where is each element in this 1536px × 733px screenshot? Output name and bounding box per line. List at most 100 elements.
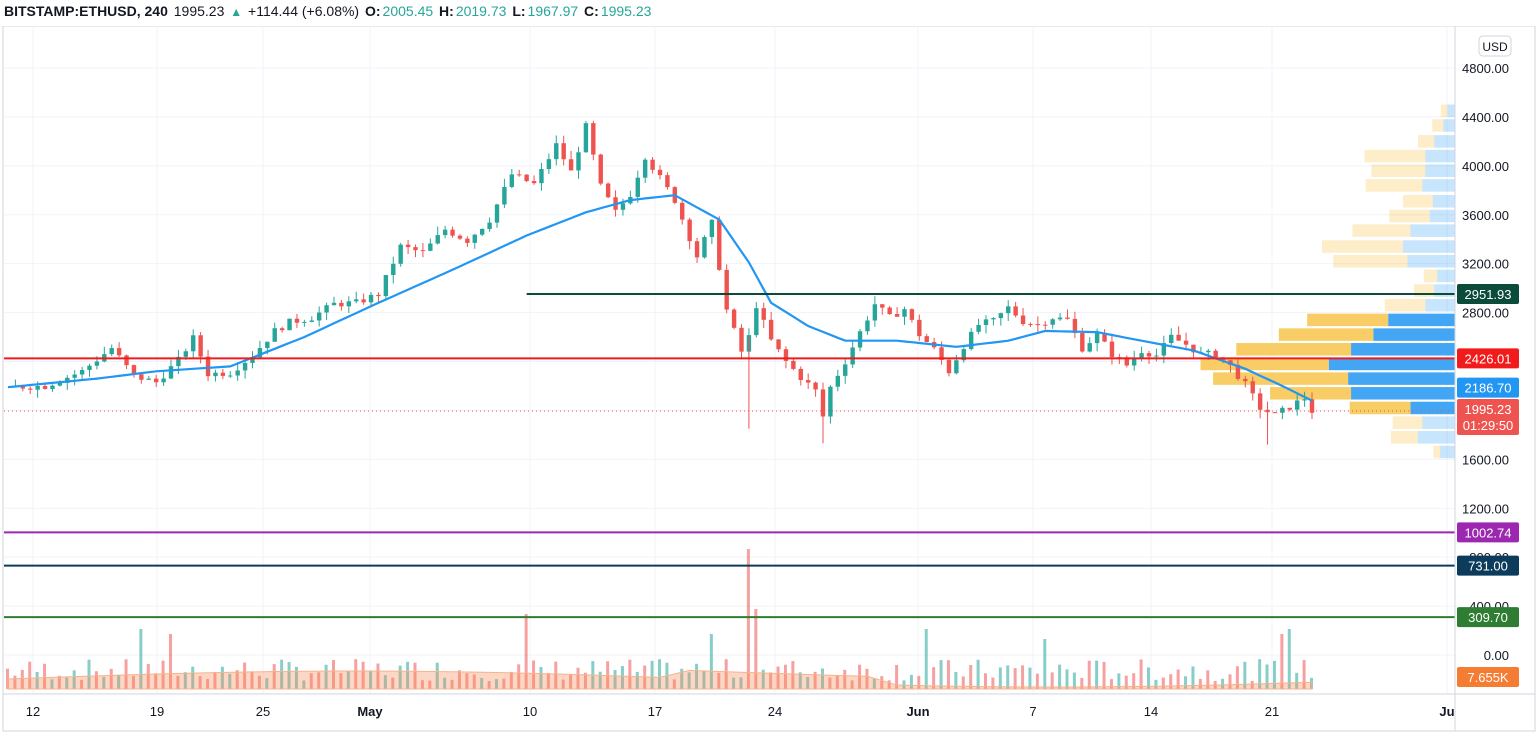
volume-bar [443, 677, 447, 689]
volume-bar [1295, 672, 1299, 689]
volume-bar [746, 549, 750, 689]
candle-body [1139, 353, 1144, 359]
candle-body [1057, 317, 1063, 320]
candle-body [998, 313, 1004, 319]
volume-bar [50, 679, 54, 689]
volume-bar [206, 679, 210, 689]
candle-body [531, 181, 537, 184]
volume-bar [635, 671, 639, 689]
candle-body [1287, 407, 1292, 410]
volume-bar [287, 662, 291, 689]
volume-bar [628, 659, 632, 689]
candle-body [339, 302, 344, 307]
volume-bar [109, 668, 113, 689]
volume-bar [509, 671, 513, 689]
profile-bar-down [1351, 343, 1455, 356]
volume-bar [1302, 660, 1306, 689]
candle-body [650, 159, 655, 170]
candle-body [435, 235, 440, 244]
volume-bar [843, 669, 847, 689]
volume-bar [272, 664, 276, 689]
volume-bars [6, 549, 1313, 690]
candle-body [376, 294, 381, 297]
time-axis[interactable]: 12 19 25 May 10 17 24 Jun 7 14 21 Ju [3, 693, 1535, 719]
price-tag [1457, 377, 1519, 398]
candle-body [835, 375, 841, 387]
volume-bar [1080, 677, 1084, 689]
candle-body [428, 243, 433, 251]
volume-bar [1206, 670, 1210, 689]
candle-body [1131, 358, 1137, 366]
volume-bar [354, 659, 358, 689]
volume-bar [406, 661, 410, 689]
candle-body [1102, 332, 1107, 342]
candle-body [517, 174, 522, 176]
volume-bar [28, 661, 32, 689]
candles [13, 120, 1315, 445]
volume-bar [317, 672, 321, 689]
candle-body [939, 347, 944, 360]
volume-bar [754, 609, 758, 689]
volume-bar [798, 672, 802, 689]
volume-bar [1184, 676, 1188, 689]
volume-bar [1013, 668, 1017, 689]
candle-body [205, 356, 211, 377]
price-tag [1457, 399, 1519, 435]
volume-bar [998, 667, 1002, 689]
candle-body [1250, 381, 1255, 394]
volume-bar [880, 676, 884, 689]
volume-bar [1095, 660, 1099, 689]
profile-bar-up [1365, 179, 1423, 192]
volume-bar [169, 634, 172, 689]
y-tick-label: 3200.00 [1462, 257, 1509, 272]
grid-lines [4, 26, 1455, 694]
volume-bar [391, 677, 395, 689]
candle-body [1080, 333, 1085, 352]
volume-bar [472, 674, 476, 689]
candle-body [131, 365, 137, 375]
candle-body [494, 204, 500, 223]
volume-bar [1161, 677, 1165, 689]
candle-body [561, 143, 566, 160]
volume-bar [695, 663, 699, 689]
volume-bar [20, 669, 24, 689]
volume-bar [139, 629, 143, 689]
candle-body [413, 247, 418, 251]
volume-bar [495, 679, 498, 689]
volume-bar [1191, 666, 1195, 689]
volume-bar [57, 675, 61, 689]
volume-bar [228, 673, 232, 689]
volume-bar [1132, 673, 1136, 689]
candle-body [1161, 343, 1167, 356]
volume-bar [1280, 634, 1284, 689]
volume-bar [1265, 664, 1269, 689]
profile-bar-down [1410, 401, 1455, 415]
candle-body [798, 368, 803, 381]
candle-body [1265, 409, 1270, 413]
candle-body [257, 347, 263, 358]
profile-bar-up [1389, 209, 1430, 223]
candle-body [153, 378, 159, 383]
candle-body [50, 385, 55, 389]
volume-bar [131, 675, 135, 689]
volume-bar [532, 660, 536, 689]
volume-bar [554, 661, 558, 689]
currency-label: USD [1482, 40, 1508, 54]
volume-bar [1021, 665, 1025, 689]
candle-body [776, 339, 781, 350]
candle-body [487, 222, 492, 229]
price-chart[interactable]: 4800.00 4400.00 4000.00 3600.00 3200.00 2800.… [0, 26, 1536, 733]
volume-bar [198, 676, 202, 689]
low-value: 1967.97 [527, 3, 579, 19]
high-label: H: [439, 3, 454, 19]
candle-body [1094, 332, 1100, 344]
currency-button[interactable]: USD [1478, 35, 1512, 57]
y-tick-label: 4800.00 [1462, 61, 1509, 76]
candle-body [598, 154, 603, 184]
candle-body [161, 378, 166, 383]
volume-tag-label: 7.655K [1467, 670, 1509, 685]
volume-bar [220, 666, 224, 689]
candle-body [983, 319, 989, 325]
close-value: 1995.23 [600, 3, 652, 19]
volume-bar [1006, 665, 1010, 689]
